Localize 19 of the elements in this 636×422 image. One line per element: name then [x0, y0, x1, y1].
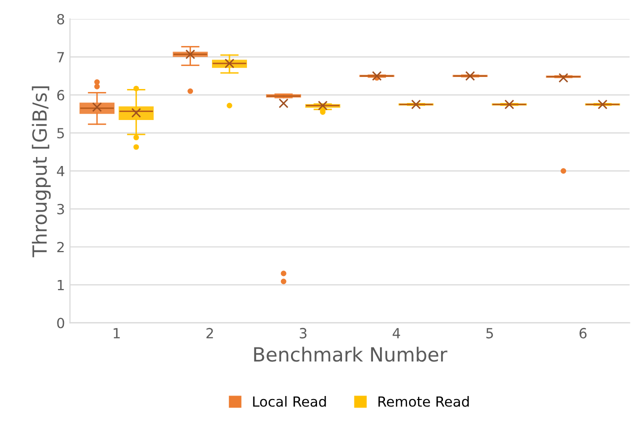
- y-tick-label: 1: [58, 280, 64, 290]
- x-tick-label: 6: [580, 328, 587, 338]
- y-tick-label: 4: [56, 166, 64, 176]
- x-tick-label: 3: [300, 328, 306, 338]
- y-tick-label: 0: [57, 318, 64, 328]
- legend-label: Remote Read: [378, 396, 469, 407]
- y-tick-label: 8: [57, 14, 64, 24]
- x-tick-label: 4: [392, 328, 400, 338]
- y-tick-label: 5: [57, 128, 64, 138]
- x-tick-label: 5: [486, 328, 493, 338]
- y-tick-label: 7: [57, 52, 64, 62]
- legend-label: Local Read: [253, 396, 326, 407]
- y-axis-title: Througput [GiB/s]: [32, 86, 51, 258]
- x-tick-label: 2: [206, 328, 213, 338]
- y-tick-label: 2: [57, 242, 64, 252]
- x-tick-label: 1: [114, 328, 120, 338]
- y-tick-label: 6: [57, 90, 64, 100]
- x-axis-title: Benchmark Number: [254, 346, 448, 362]
- y-tick-label: 3: [57, 204, 64, 214]
